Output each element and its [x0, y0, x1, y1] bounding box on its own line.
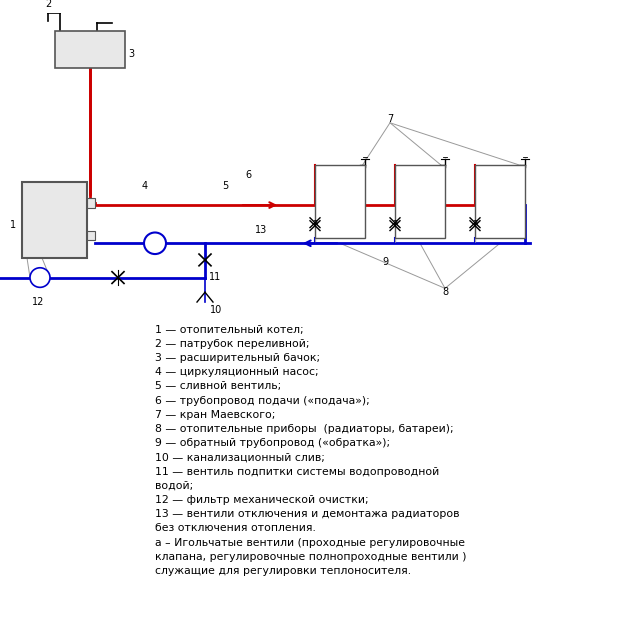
Bar	[22, 182, 87, 258]
Text: a: a	[312, 218, 317, 227]
Text: 2 — патрубок переливной;: 2 — патрубок переливной;	[155, 339, 309, 349]
Text: 10: 10	[210, 305, 222, 315]
Text: 1 — отопительный котел;: 1 — отопительный котел;	[155, 324, 304, 335]
Text: 4: 4	[142, 181, 148, 191]
Text: 11: 11	[209, 272, 221, 282]
Text: 2: 2	[45, 0, 51, 9]
Text: водой;: водой;	[155, 481, 193, 491]
Text: 5 — сливной вентиль;: 5 — сливной вентиль;	[155, 381, 281, 392]
Text: 8 — отопительные приборы  (радиаторы, батареи);: 8 — отопительные приборы (радиаторы, бат…	[155, 424, 453, 434]
Text: 9: 9	[382, 257, 388, 267]
Text: 11 — вентиль подпитки системы водопроводной: 11 — вентиль подпитки системы водопровод…	[155, 467, 439, 477]
Text: 5: 5	[222, 181, 228, 191]
Circle shape	[30, 268, 50, 287]
Text: a: a	[392, 218, 397, 227]
Bar	[475, 165, 525, 238]
Text: 6 — трубопровод подачи («подача»);: 6 — трубопровод подачи («подача»);	[155, 396, 369, 406]
Bar	[315, 165, 365, 238]
Text: 3: 3	[128, 49, 134, 60]
Bar	[395, 165, 445, 238]
Text: a: a	[473, 218, 478, 227]
Circle shape	[144, 232, 166, 254]
Text: 12 — фильтр механической очистки;: 12 — фильтр механической очистки;	[155, 495, 369, 505]
Text: а – Игольчатые вентили (проходные регулировочные: а – Игольчатые вентили (проходные регули…	[155, 538, 465, 548]
Text: 3 — расширительный бачок;: 3 — расширительный бачок;	[155, 353, 320, 363]
Bar	[55, 31, 125, 68]
Text: 7: 7	[387, 114, 393, 124]
Text: 4 — циркуляционный насос;: 4 — циркуляционный насос;	[155, 367, 319, 377]
Text: 12: 12	[32, 297, 44, 307]
Text: 13: 13	[255, 225, 267, 236]
Text: 6: 6	[245, 170, 251, 180]
Text: 8: 8	[442, 287, 448, 297]
Bar	[87, 198, 95, 208]
Text: 1: 1	[10, 220, 16, 230]
Text: клапана, регулировочные полнопроходные вентили ): клапана, регулировочные полнопроходные в…	[155, 552, 466, 562]
Text: 9 — обратный трубопровод («обратка»);: 9 — обратный трубопровод («обратка»);	[155, 438, 390, 448]
Text: 7 — кран Маевского;: 7 — кран Маевского;	[155, 410, 275, 420]
Text: 13 — вентили отключения и демонтажа радиаторов: 13 — вентили отключения и демонтажа ради…	[155, 509, 460, 519]
Text: без отключения отопления.: без отключения отопления.	[155, 524, 316, 533]
Bar	[87, 230, 95, 241]
Text: служащие для регулировки теплоносителя.: служащие для регулировки теплоносителя.	[155, 566, 411, 576]
Text: 10 — канализационный слив;: 10 — канализационный слив;	[155, 452, 325, 463]
